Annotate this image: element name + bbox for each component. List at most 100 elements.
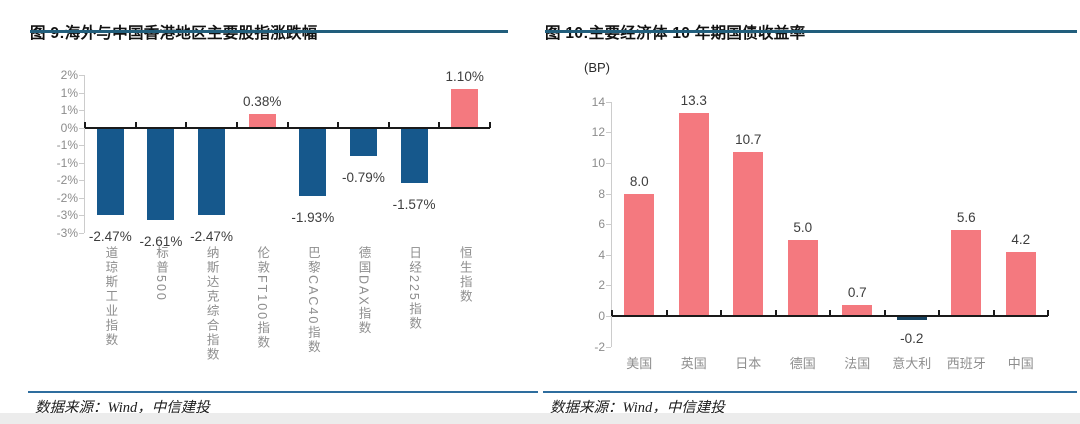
- figure-10-footer-rule: [543, 391, 1077, 393]
- y-tick-label: 1%: [60, 103, 78, 117]
- y-tick-mark: [79, 110, 84, 111]
- data-label: 0.38%: [243, 94, 282, 110]
- y-tick-label: 2: [598, 278, 605, 293]
- x-axis-tick-mark: [829, 310, 831, 316]
- figure-9-title: 图 9:海外与中国香港地区主要股指涨跌幅: [30, 24, 318, 42]
- x-axis-tick-mark: [992, 310, 995, 316]
- y-tick-label: -1%: [56, 155, 78, 170]
- x-category-label: 德国DAX指数: [356, 246, 371, 336]
- x-category-label: 意大利: [892, 356, 932, 371]
- data-label: -0.79%: [342, 170, 385, 186]
- y-axis-unit-label: (BP): [584, 60, 610, 75]
- data-label: 0.7: [847, 285, 867, 301]
- x-category-label: 巴黎CAC40指数: [305, 246, 320, 355]
- x-axis-tick-mark: [489, 121, 491, 128]
- data-bar: [451, 89, 479, 128]
- figure-9-title-underline: [30, 30, 508, 33]
- y-tick-label: -2: [594, 339, 605, 354]
- x-axis-tick-mark: [134, 121, 137, 128]
- bottom-strip: [0, 413, 1080, 424]
- data-bar: [400, 128, 428, 184]
- x-axis-tick-mark: [774, 310, 777, 316]
- data-bar: [1005, 251, 1036, 316]
- y-tick-mark: [79, 197, 84, 199]
- stock-index-change-chart: 2% 1% 1% 0% -1% -1% -2% -2% -3% -3% -2.47% -2.61% -2…: [30, 44, 535, 386]
- y-tick-mark: [606, 193, 611, 195]
- data-label: 13.3: [680, 92, 707, 108]
- y-tick-mark: [606, 285, 611, 287]
- x-axis-tick-mark: [1047, 310, 1049, 316]
- data-bar: [678, 112, 709, 316]
- y-tick-mark: [79, 215, 84, 216]
- y-tick-mark: [79, 180, 84, 181]
- y-tick-label: 10: [591, 156, 605, 170]
- data-label: 5.0: [793, 219, 813, 235]
- y-tick-mark: [606, 224, 611, 226]
- bond-yield-chart: (BP) 14 12 10 8 6 4 2 0 -2 8.0 13.3 10.7 5.0 0.7 -0.2 5…: [560, 44, 1075, 386]
- data-label: 10.7: [735, 132, 762, 148]
- y-tick-label: 12: [591, 125, 605, 140]
- data-label: 1.10%: [445, 69, 484, 84]
- x-category-label: 纳斯达克综合指数: [204, 246, 219, 362]
- x-category-label: 标普500: [153, 246, 168, 302]
- y-tick-mark: [606, 346, 611, 348]
- x-category-label: 西班牙: [946, 356, 986, 371]
- data-bar: [842, 305, 873, 316]
- data-label: 5.6: [956, 210, 976, 226]
- y-tick-mark: [79, 75, 84, 76]
- data-bar: [198, 128, 226, 215]
- data-label: -1.93%: [291, 210, 335, 226]
- data-bar: [787, 239, 818, 316]
- y-tick-mark: [79, 145, 84, 146]
- x-category-label: 道琼斯工业指数: [103, 246, 118, 348]
- figure-9-source-note: 数据来源：Wind，中信建投: [35, 400, 210, 416]
- x-category-label: 伦敦FT100指数: [255, 246, 270, 351]
- x-axis-tick-mark: [286, 121, 289, 128]
- x-category-label: 美国: [626, 356, 653, 371]
- y-axis-line: [84, 75, 85, 233]
- data-bar: [349, 128, 377, 157]
- x-axis-tick-mark: [883, 310, 886, 316]
- x-axis-tick-mark: [185, 121, 188, 128]
- data-bar: [624, 193, 655, 316]
- y-tick-label: 0: [598, 309, 605, 323]
- figure-10-title-underline: [545, 30, 1077, 33]
- y-tick-label: 2%: [60, 68, 78, 82]
- y-tick-mark: [606, 163, 611, 164]
- y-tick-label: 6: [598, 217, 605, 232]
- x-axis-tick-mark: [387, 121, 390, 128]
- y-tick-mark: [79, 162, 84, 164]
- data-bar: [299, 128, 327, 197]
- y-tick-label: -1%: [56, 138, 78, 152]
- data-label: 4.2: [1011, 231, 1031, 247]
- data-bar: [147, 128, 175, 220]
- y-tick-label: -3%: [56, 208, 78, 222]
- x-axis-tick-mark: [438, 121, 441, 128]
- data-bar: [896, 317, 927, 321]
- x-category-label: 英国: [680, 356, 707, 371]
- data-label: -2.47%: [88, 228, 132, 244]
- y-tick-label: 8: [598, 186, 605, 201]
- x-axis-line: [612, 315, 1048, 317]
- data-bar: [96, 128, 124, 215]
- y-tick-label: -2%: [56, 190, 78, 205]
- x-axis-tick-mark: [665, 310, 668, 316]
- y-tick-mark: [79, 92, 84, 94]
- data-label: -0.2: [900, 331, 924, 347]
- x-axis-tick-mark: [235, 121, 238, 128]
- figure-10-source-note: 数据来源：Wind，中信建投: [550, 400, 725, 416]
- y-tick-label: 1%: [60, 85, 78, 100]
- x-category-label: 中国: [1007, 356, 1034, 371]
- y-tick-mark: [79, 127, 84, 129]
- y-tick-label: -3%: [56, 225, 78, 240]
- y-tick-label: -2%: [56, 173, 78, 187]
- x-axis-tick-mark: [84, 121, 86, 128]
- y-tick-mark: [606, 316, 611, 317]
- x-category-label: 日本: [735, 356, 762, 371]
- x-axis-tick-mark: [720, 310, 722, 316]
- data-label: -2.61%: [139, 233, 183, 249]
- y-tick-label: 4: [598, 247, 605, 262]
- y-tick-mark: [606, 254, 611, 256]
- y-axis-line: [611, 102, 612, 347]
